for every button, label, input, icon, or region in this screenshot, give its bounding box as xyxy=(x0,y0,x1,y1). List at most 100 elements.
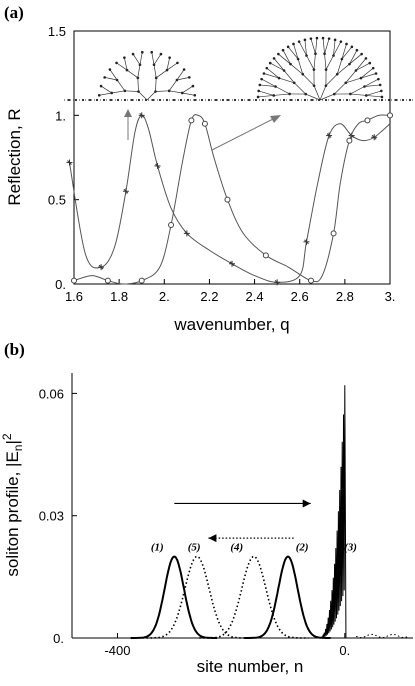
tree-edge xyxy=(293,43,299,60)
tree-node xyxy=(378,83,382,87)
tree-edge xyxy=(182,92,195,96)
chain-node xyxy=(289,98,293,102)
chart-b: -400 0. 0. 0.03 0.06 (1) (5) (4) (2) (3) site n… xyxy=(0,373,413,676)
series-line-a-star xyxy=(68,114,391,283)
x-tick-label-a: 3. xyxy=(385,289,396,304)
tree-edge xyxy=(310,38,316,54)
circle-marker xyxy=(262,252,269,259)
tree-graph xyxy=(223,36,415,102)
tree-node xyxy=(272,94,276,97)
tree-edge xyxy=(350,93,367,96)
tree-edge xyxy=(364,84,381,87)
tree-edge xyxy=(168,79,178,92)
chain-node xyxy=(158,98,162,102)
chain-node xyxy=(268,98,272,102)
tree-edge xyxy=(258,90,274,96)
tree-edge xyxy=(176,69,185,81)
x-tick-label-b: -400 xyxy=(104,643,130,658)
tree-node xyxy=(265,66,269,70)
chain-node xyxy=(387,98,391,102)
chain-node xyxy=(88,98,92,102)
tree-edge xyxy=(315,38,318,54)
chain-node xyxy=(373,98,377,102)
tree-node xyxy=(182,68,186,71)
circle-marker xyxy=(188,117,195,124)
tree-edge xyxy=(313,53,316,70)
chain-node xyxy=(214,98,218,102)
chain-node xyxy=(165,98,169,102)
star-marker xyxy=(303,238,310,245)
tree-edge xyxy=(124,57,128,71)
tree-edge xyxy=(139,52,143,65)
tree-edge xyxy=(273,93,290,96)
x-tick-label-a: 2.4 xyxy=(246,289,264,304)
tree-node xyxy=(303,38,307,42)
tree-edge xyxy=(153,53,162,65)
chain-node xyxy=(380,98,384,102)
x-axis-label-b: site number, n xyxy=(197,657,304,676)
tree-edge xyxy=(176,77,190,81)
tree-edge xyxy=(99,92,112,96)
tree-edge xyxy=(334,82,347,95)
chain-node xyxy=(240,98,244,102)
circle-marker xyxy=(224,196,231,203)
arrow-solid xyxy=(174,499,311,508)
tree-node xyxy=(262,72,266,75)
chain-node xyxy=(81,98,85,102)
tree-node xyxy=(191,84,195,88)
circle-marker xyxy=(138,277,145,284)
tree-node xyxy=(368,61,372,65)
chain-node xyxy=(193,98,197,102)
chain-node xyxy=(102,98,106,102)
chain-node xyxy=(109,98,113,102)
tree-node xyxy=(286,45,290,49)
tree-edge xyxy=(349,50,358,65)
soliton-dotted-1 xyxy=(199,555,309,639)
tree-edge xyxy=(153,64,157,78)
tree-edge xyxy=(355,62,370,71)
x-tick-label-b: 0. xyxy=(339,643,350,658)
tree-edge xyxy=(322,38,325,54)
x-tick-label-a: 2.2 xyxy=(200,289,218,304)
tree-edge xyxy=(350,86,365,95)
chain-node xyxy=(151,98,155,102)
chain-node xyxy=(296,98,300,102)
tree-edge xyxy=(263,73,280,79)
chart-a: 1.6 1.8 2. 2.2 2.4 2.6 2.8 3. 0. 0.5 1. 1.5 wavenu… xyxy=(5,24,415,334)
tree-node xyxy=(108,68,112,71)
tree-edge xyxy=(155,69,168,79)
star-marker xyxy=(274,279,281,286)
tree-node xyxy=(377,77,380,81)
tree-edge xyxy=(304,39,307,56)
peak-label: (5) xyxy=(188,541,201,553)
x-tick-label-a: 1.6 xyxy=(65,289,83,304)
tree-edge xyxy=(355,58,367,71)
tree-node xyxy=(345,42,348,46)
tree-node xyxy=(176,61,179,65)
chain-node xyxy=(172,98,176,102)
tree-edge xyxy=(258,95,274,98)
tree-node xyxy=(103,76,106,79)
chain-node xyxy=(74,98,78,102)
star-marker xyxy=(66,159,73,166)
tree-node xyxy=(321,36,325,40)
tree-edge xyxy=(146,91,156,101)
tree-edge xyxy=(360,73,377,79)
y-tick-label-a: 1. xyxy=(55,108,66,123)
tree-edge xyxy=(259,84,276,87)
tree-edge xyxy=(109,69,118,81)
circle-marker xyxy=(330,230,337,237)
soliton-burst xyxy=(319,385,347,639)
tree-edge xyxy=(333,41,342,56)
tree-node xyxy=(256,95,260,99)
chain-node xyxy=(324,98,328,102)
tree-node xyxy=(188,76,191,79)
tree-edge xyxy=(341,43,347,60)
tree-edge xyxy=(298,41,307,56)
tree-edge xyxy=(283,70,295,84)
tree-edge xyxy=(366,90,382,96)
tree-node xyxy=(327,37,331,40)
y-tick-label-a: 0. xyxy=(55,277,66,292)
arrow-dotted xyxy=(208,534,294,543)
